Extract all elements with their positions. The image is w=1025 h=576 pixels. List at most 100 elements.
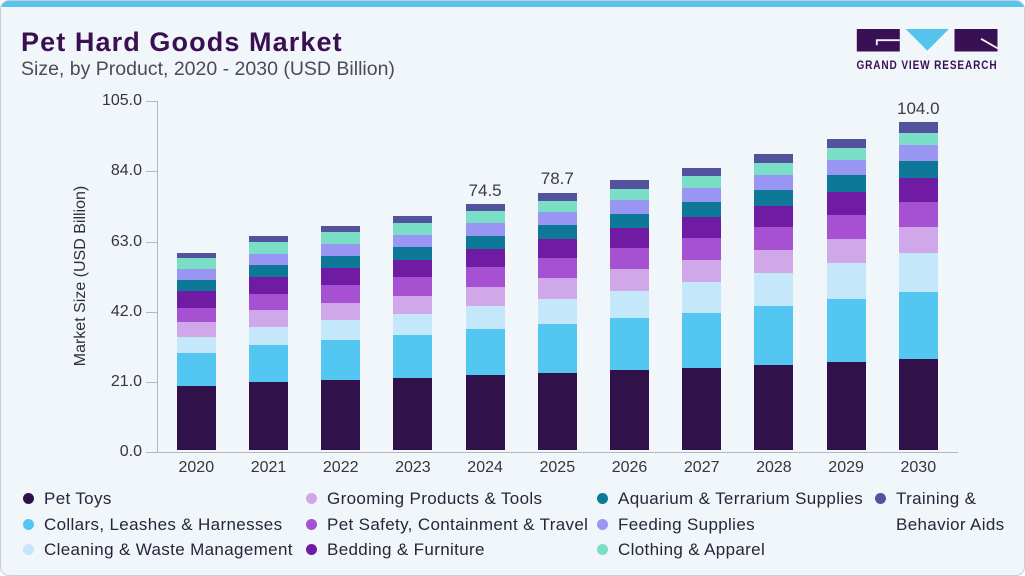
y-axis-line	[157, 101, 158, 452]
legend-column: Training & Behavior Aids	[875, 486, 1008, 537]
bar-segment	[682, 202, 722, 218]
bar-segment	[393, 335, 433, 378]
legend-label: Collars, Leashes & Harnesses	[44, 514, 283, 534]
bar-segment	[537, 192, 577, 201]
bar-segment	[176, 280, 216, 292]
bar-segment	[537, 200, 577, 213]
legend-label: Pet Toys	[44, 489, 112, 509]
bar-segment	[826, 192, 866, 215]
bar-2026	[610, 180, 649, 450]
gvr-wordmark: GRAND VIEW RESEARCH	[857, 60, 998, 71]
logo-r-block	[954, 29, 998, 52]
bar-segment	[537, 278, 577, 300]
bar-segment	[465, 267, 505, 287]
bar-segment	[176, 322, 216, 337]
bar-segment	[754, 175, 794, 190]
legend-item: Pet Safety, Containment & Travel	[306, 512, 588, 538]
legend-label: Bedding & Furniture	[327, 540, 485, 560]
bar-segment	[754, 205, 794, 227]
bar-segment	[898, 358, 938, 450]
bar-2022	[321, 225, 361, 450]
bar-segment	[249, 265, 288, 278]
bar-segment	[176, 353, 216, 386]
bar-segment	[610, 318, 649, 371]
bar-segment	[610, 370, 649, 450]
x-tick-label: 2022	[322, 458, 359, 476]
legend-item: Cleaning & Waste Management	[23, 537, 293, 563]
legend-item: Training & Behavior Aids	[875, 486, 1008, 537]
bar-segment	[321, 302, 361, 321]
x-tick-label: 2030	[900, 458, 937, 476]
x-tick-label: 2021	[250, 458, 287, 476]
y-tick-label: 63.0	[110, 232, 142, 250]
legend-label: Cleaning & Waste Management	[44, 540, 293, 560]
bar-segment	[826, 263, 866, 300]
bar-segment	[465, 235, 505, 249]
bar-segment	[249, 310, 288, 327]
grand-view-research-logo: GRAND VIEW RESEARCH	[856, 28, 999, 76]
bar-segment	[465, 375, 505, 450]
legend-item: Collars, Leashes & Harnesses	[23, 512, 293, 538]
bar-2025	[537, 192, 577, 450]
bar-segment	[393, 259, 433, 278]
bar-segment	[393, 377, 433, 450]
bar-segment	[321, 243, 361, 256]
bar-segment	[682, 282, 722, 313]
bar-segment	[393, 277, 433, 296]
bar-2028	[754, 153, 794, 450]
legend-label: Grooming Products & Tools	[327, 489, 543, 509]
legend-swatch	[306, 544, 317, 556]
legend-label: Clothing & Apparel	[618, 540, 766, 560]
bar-segment	[465, 222, 505, 236]
bar-segment	[537, 257, 577, 279]
bar-segment	[321, 285, 361, 303]
bar-segment	[682, 217, 722, 238]
chart-subtitle: Size, by Product, 2020 - 2030 (USD Billi…	[21, 58, 395, 80]
chart-title: Pet Hard Goods Market	[21, 27, 343, 57]
bar-segment	[537, 299, 577, 324]
bar-segment	[610, 200, 649, 214]
bar-segment	[826, 175, 866, 193]
bar-segment	[249, 236, 288, 243]
bar-segment	[321, 232, 361, 244]
bar-segment	[321, 340, 361, 380]
bar-segment	[898, 132, 938, 145]
legend-swatch	[306, 518, 317, 530]
bar-segment	[898, 226, 938, 253]
bar-segment	[537, 225, 577, 240]
y-tick-mark	[146, 381, 157, 383]
bar-value-label: 78.7	[540, 169, 574, 189]
legend-swatch	[597, 518, 608, 530]
bar-segment	[754, 226, 794, 250]
y-tick-mark	[146, 451, 157, 453]
y-tick-label: 84.0	[110, 162, 142, 180]
x-tick-label: 2023	[395, 458, 431, 476]
bar-segment	[898, 252, 938, 292]
bar-segment	[754, 249, 794, 274]
legend-item: Bedding & Furniture	[306, 537, 588, 563]
bar-segment	[682, 188, 722, 203]
bar-2021	[249, 236, 288, 450]
bar-segment	[826, 214, 866, 239]
bar-segment	[682, 368, 722, 450]
bar-segment	[249, 381, 288, 450]
legend-swatch	[597, 544, 608, 556]
legend-column: Aquarium & Terrarium Supplies Feeding Sup…	[597, 486, 863, 563]
bar-segment	[393, 246, 433, 260]
legend-label: Feeding Supplies	[618, 514, 755, 534]
top-accent-strip	[1, 1, 1024, 7]
bar-segment	[898, 178, 938, 202]
bar-segment	[826, 148, 866, 161]
bar-segment	[249, 345, 288, 382]
legend-item: Feeding Supplies	[597, 512, 863, 538]
bar-segment	[754, 273, 794, 307]
y-tick-mark	[146, 171, 157, 173]
bar-segment	[537, 239, 577, 258]
bar-segment	[176, 252, 216, 259]
bar-value-label: 104.0	[897, 99, 940, 119]
legend-column: Pet Toys Collars, Leashes & Harnesses Clea…	[23, 486, 293, 563]
bar-segment	[826, 362, 866, 450]
x-tick-label: 2025	[539, 458, 576, 476]
bar-segment	[393, 314, 433, 336]
bar-segment	[898, 144, 938, 161]
